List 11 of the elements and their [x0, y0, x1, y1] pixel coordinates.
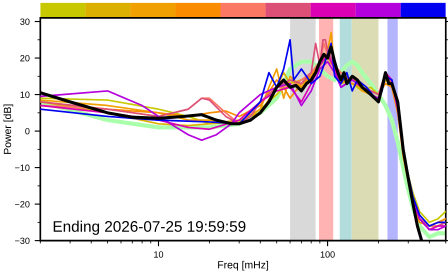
x-tick-label: 100 — [320, 251, 335, 258]
y-tick-label: −20 — [15, 201, 30, 208]
x-axis-title: Freq [mHz] — [218, 260, 268, 271]
y-tick-label: 30 — [20, 18, 30, 25]
y-tick-label: 10 — [20, 92, 30, 98]
y-tick-label: −10 — [15, 164, 30, 171]
annotation: Ending 2026-07-25 19:59:59 — [54, 220, 246, 235]
y-tick-label: −30 — [15, 238, 30, 244]
y-tick-label: 20 — [20, 55, 30, 62]
y-tick-label: 0 — [25, 128, 30, 134]
y-axis-title: Power [dB] — [3, 104, 14, 154]
